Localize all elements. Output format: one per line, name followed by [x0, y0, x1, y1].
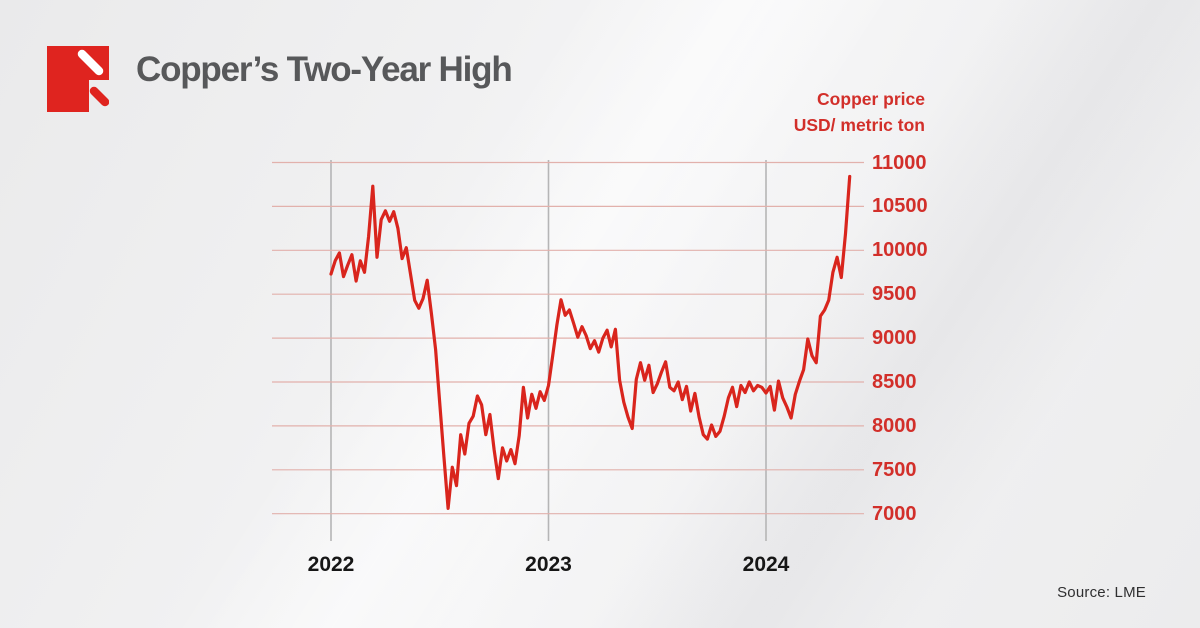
copper-price-line [329, 174, 852, 510]
logo-top-slash [77, 49, 104, 76]
y-axis-title: Copper price USD/ metric ton [794, 86, 925, 138]
y-axis-title-line1: Copper price [817, 89, 925, 109]
y-axis-tick-label: 8000 [872, 414, 917, 437]
y-axis-tick-label: 9500 [872, 283, 917, 306]
logo-bottom-slash [89, 86, 109, 107]
y-axis-tick-label: 7500 [872, 458, 917, 481]
page-title: Copper’s Two-Year High [136, 50, 513, 89]
source-credit: Source: LME [1057, 584, 1146, 601]
brand-logo-icon [47, 46, 109, 112]
x-axis-tick-label: 2023 [525, 553, 572, 576]
y-axis-tick-label: 8500 [872, 371, 917, 393]
y-axis-title-line2: USD/ metric ton [793, 115, 925, 135]
x-axis-tick-label: 2022 [307, 553, 355, 576]
y-axis-tick-label: 11000 [872, 151, 927, 174]
y-axis-tick-label: 9000 [872, 327, 917, 350]
y-axis-tick-label: 10000 [872, 239, 928, 262]
x-axis-tick-label: 2024 [742, 553, 790, 576]
y-axis-tick-label: 10500 [872, 195, 928, 218]
y-axis-tick-label: 7000 [872, 502, 917, 525]
